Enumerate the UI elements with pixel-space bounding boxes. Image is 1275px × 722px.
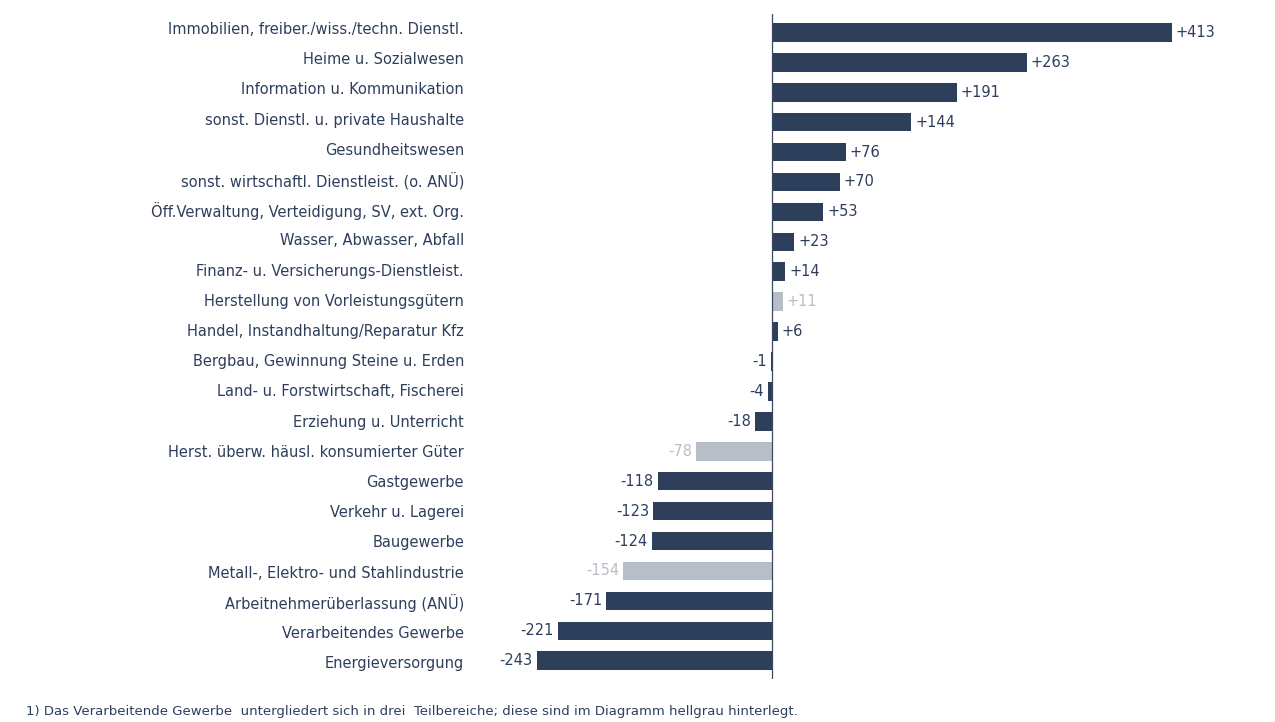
Text: Wasser, Abwasser, Abfall: Wasser, Abwasser, Abfall bbox=[279, 233, 464, 248]
Text: +144: +144 bbox=[915, 115, 955, 130]
Text: -18: -18 bbox=[727, 414, 751, 429]
Bar bbox=[755, 412, 771, 430]
Text: +23: +23 bbox=[798, 235, 829, 249]
Bar bbox=[771, 173, 840, 191]
Text: +53: +53 bbox=[827, 204, 858, 219]
Text: +14: +14 bbox=[789, 264, 820, 279]
Text: -221: -221 bbox=[520, 623, 555, 638]
Bar bbox=[771, 203, 824, 221]
Bar bbox=[771, 292, 783, 311]
Text: sonst. wirtschaftl. Dienstleist. (o. ANÜ): sonst. wirtschaftl. Dienstleist. (o. ANÜ… bbox=[181, 172, 464, 189]
Bar bbox=[607, 591, 771, 610]
Text: +70: +70 bbox=[844, 175, 875, 189]
Text: Energieversorgung: Energieversorgung bbox=[325, 656, 464, 671]
Text: sonst. Dienstl. u. private Haushalte: sonst. Dienstl. u. private Haushalte bbox=[205, 113, 464, 128]
Text: -118: -118 bbox=[621, 474, 654, 489]
Text: Bergbau, Gewinnung Steine u. Erden: Bergbau, Gewinnung Steine u. Erden bbox=[193, 355, 464, 369]
Text: Baugewerbe: Baugewerbe bbox=[372, 535, 464, 550]
Bar bbox=[771, 53, 1026, 71]
Text: +413: +413 bbox=[1176, 25, 1215, 40]
Text: -4: -4 bbox=[750, 384, 764, 399]
Bar bbox=[658, 472, 771, 490]
Bar bbox=[771, 83, 958, 102]
Text: +6: +6 bbox=[782, 324, 803, 339]
Text: Herst. überw. häusl. konsumierter Güter: Herst. überw. häusl. konsumierter Güter bbox=[168, 445, 464, 460]
Text: -78: -78 bbox=[668, 444, 692, 458]
Bar bbox=[558, 622, 771, 640]
Bar bbox=[768, 382, 771, 401]
Bar bbox=[771, 143, 845, 161]
Text: -243: -243 bbox=[500, 653, 533, 669]
Text: Immobilien, freiber./wiss./techn. Dienstl.: Immobilien, freiber./wiss./techn. Dienst… bbox=[168, 22, 464, 37]
Text: -154: -154 bbox=[585, 563, 618, 578]
Text: +11: +11 bbox=[787, 294, 817, 309]
Text: Information u. Kommunikation: Information u. Kommunikation bbox=[241, 82, 464, 97]
Bar bbox=[537, 651, 771, 670]
Text: +191: +191 bbox=[961, 84, 1001, 100]
Text: Gastgewerbe: Gastgewerbe bbox=[367, 475, 464, 490]
Text: Metall-, Elektro- und Stahlindustrie: Metall-, Elektro- und Stahlindustrie bbox=[208, 565, 464, 580]
Text: Handel, Instandhaltung/Reparatur Kfz: Handel, Instandhaltung/Reparatur Kfz bbox=[187, 324, 464, 339]
Text: Heime u. Sozialwesen: Heime u. Sozialwesen bbox=[303, 52, 464, 67]
Text: Öff.Verwaltung, Verteidigung, SV, ext. Org.: Öff.Verwaltung, Verteidigung, SV, ext. O… bbox=[152, 201, 464, 219]
Text: Verarbeitendes Gewerbe: Verarbeitendes Gewerbe bbox=[282, 626, 464, 641]
Bar bbox=[652, 532, 771, 550]
Text: -124: -124 bbox=[615, 534, 648, 549]
Text: -123: -123 bbox=[616, 504, 649, 518]
Bar bbox=[771, 263, 785, 281]
Text: Gesundheitswesen: Gesundheitswesen bbox=[325, 143, 464, 158]
Text: Land- u. Forstwirtschaft, Fischerei: Land- u. Forstwirtschaft, Fischerei bbox=[217, 384, 464, 399]
Bar bbox=[771, 322, 778, 341]
Bar bbox=[771, 113, 912, 131]
Bar bbox=[653, 502, 771, 521]
Text: 1) Das Verarbeitende Gewerbe  untergliedert sich in drei  Teilbereiche; diese si: 1) Das Verarbeitende Gewerbe untergliede… bbox=[26, 705, 797, 718]
Text: +76: +76 bbox=[849, 144, 880, 160]
Text: Finanz- u. Versicherungs-Dienstleist.: Finanz- u. Versicherungs-Dienstleist. bbox=[196, 264, 464, 279]
Text: -1: -1 bbox=[752, 354, 768, 369]
Text: +263: +263 bbox=[1030, 55, 1071, 70]
Text: Herstellung von Vorleistungsgütern: Herstellung von Vorleistungsgütern bbox=[204, 294, 464, 309]
Text: Erziehung u. Unterricht: Erziehung u. Unterricht bbox=[293, 414, 464, 430]
Text: Arbeitnehmerüberlassung (ANÜ): Arbeitnehmerüberlassung (ANÜ) bbox=[224, 594, 464, 612]
Bar bbox=[622, 562, 771, 580]
Text: -171: -171 bbox=[569, 593, 603, 609]
Bar bbox=[771, 232, 794, 251]
Text: Verkehr u. Lagerei: Verkehr u. Lagerei bbox=[330, 505, 464, 520]
Bar bbox=[771, 23, 1172, 42]
Bar bbox=[696, 442, 771, 461]
